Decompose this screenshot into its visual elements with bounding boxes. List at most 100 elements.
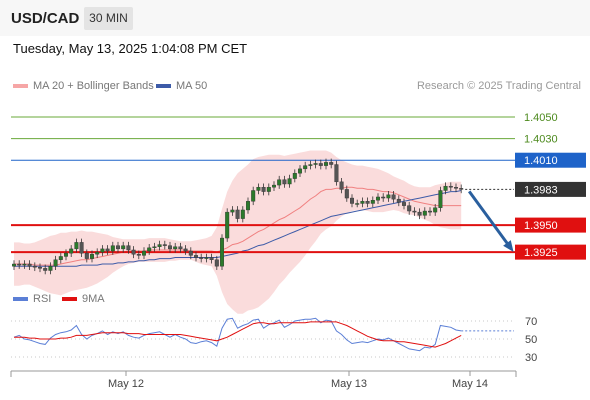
candle-body — [396, 198, 401, 203]
legend-9ma-label: 9MA — [82, 293, 105, 305]
candle-body — [17, 263, 22, 266]
candle-body — [105, 248, 110, 252]
candle-body — [245, 201, 250, 211]
candle-body — [48, 265, 53, 271]
candle-body — [58, 256, 63, 260]
candle-body — [350, 197, 355, 204]
candle-body — [448, 185, 453, 188]
level-label-resistance: 1.4050 — [524, 112, 558, 124]
rsi-ma-line — [14, 321, 462, 348]
candle-body — [199, 257, 204, 259]
rsi-tick-label: 50 — [525, 334, 537, 346]
rsi-tick-label: 30 — [525, 352, 537, 364]
candle-body — [167, 245, 172, 250]
candle-body — [381, 196, 386, 199]
candle-body — [417, 211, 422, 216]
candle-body — [95, 251, 100, 255]
candle-body — [272, 184, 277, 188]
candle-body — [412, 210, 417, 213]
candle-body — [235, 209, 240, 219]
x-tick-label: May 14 — [452, 378, 488, 390]
legend-bb-label: MA 20 + Bollinger Bands — [33, 80, 154, 92]
candle-body — [459, 188, 464, 190]
candle-body — [256, 187, 261, 191]
rsi-line — [13, 317, 462, 352]
candle-body — [303, 165, 308, 170]
candle-body — [240, 209, 245, 219]
candle-body — [318, 163, 323, 166]
candle-body — [136, 254, 141, 256]
candle-body — [433, 207, 438, 213]
candle-body — [324, 162, 329, 166]
candle-body — [204, 257, 209, 259]
candle-body — [38, 267, 43, 269]
x-tick-label: May 13 — [331, 378, 367, 390]
candle-body — [422, 210, 427, 216]
timeframe-button[interactable]: 30 MIN — [84, 7, 133, 30]
candle-body — [69, 248, 74, 254]
chart-datetime: Tuesday, May 13, 2025 1:04:08 PM CET — [13, 41, 248, 56]
level-label-current: 1.3983 — [524, 184, 558, 196]
candle-body — [27, 263, 32, 267]
symbol-title: USD/CAD — [11, 10, 80, 27]
candle-body — [370, 200, 375, 204]
candle-body — [219, 237, 224, 267]
candle-body — [428, 210, 433, 213]
candle-body — [131, 249, 136, 255]
candle-body — [365, 201, 370, 204]
candle-body — [79, 242, 84, 254]
candle-body — [282, 179, 287, 185]
candle-body — [443, 185, 448, 191]
candle-body — [209, 257, 214, 260]
candle-body — [32, 265, 37, 268]
projection-arrow-line — [467, 190, 512, 249]
legend-9ma-swatch — [62, 297, 77, 302]
bollinger-band — [14, 150, 462, 314]
candle-body — [339, 181, 344, 190]
candle-body — [298, 168, 303, 174]
candle-body — [121, 245, 126, 250]
candle-body — [266, 187, 271, 192]
candle-body — [386, 194, 391, 199]
candle-body — [53, 259, 58, 267]
candle-body — [407, 205, 412, 212]
ma50-line — [14, 190, 462, 267]
level-label-bg — [515, 152, 586, 168]
candle-body — [141, 250, 146, 256]
candle-body — [43, 268, 48, 271]
candle-body — [277, 179, 282, 186]
candle-body — [344, 189, 349, 199]
ma20-line — [14, 186, 462, 266]
legend-bb: MA 20 + Bollinger Bands — [13, 80, 154, 92]
candle-body — [313, 163, 318, 165]
legend-bb-swatch — [13, 84, 28, 89]
level-label-bg — [515, 244, 586, 260]
candle-body — [115, 245, 120, 250]
candle-body — [110, 245, 115, 252]
level-label-support: 1.3950 — [524, 220, 558, 232]
rsi-tick-label: 70 — [525, 316, 537, 328]
candle-body — [454, 187, 459, 189]
level-label-pivot: 1.4010 — [524, 155, 558, 167]
candle-body — [173, 246, 178, 250]
candle-body — [287, 178, 292, 185]
candle-body — [308, 164, 313, 166]
candle-body — [188, 250, 193, 256]
candle-body — [162, 244, 167, 246]
candle-body — [193, 255, 198, 258]
candle-body — [126, 245, 131, 251]
candle-body — [292, 172, 297, 179]
legend-9ma: 9MA — [62, 293, 105, 305]
candle-body — [334, 164, 339, 183]
candle-body — [360, 201, 365, 204]
candle-body — [355, 203, 360, 205]
candle-body — [11, 263, 16, 267]
candle-body — [329, 162, 334, 165]
legend-rsi-label: RSI — [33, 293, 52, 305]
candle-body — [89, 254, 94, 259]
candle-body — [100, 248, 105, 253]
legend-rsi-swatch — [13, 297, 28, 302]
legend-rsi: RSI — [13, 293, 51, 305]
candle-body — [147, 247, 152, 252]
level-label-support: 1.3925 — [524, 247, 558, 259]
